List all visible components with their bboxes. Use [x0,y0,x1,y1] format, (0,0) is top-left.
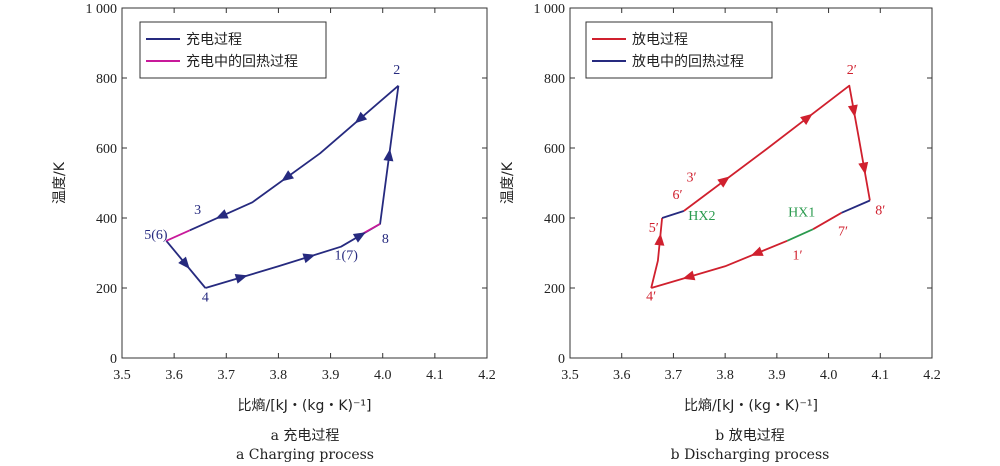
state-point-label: 1(7) [335,248,359,263]
legend-box [585,21,773,79]
x-tick-label: 4.1 [872,368,890,383]
state-point-label: 4′ [646,289,656,304]
direction-arrow [654,233,665,246]
series-line [189,85,399,232]
y-tick-label: 400 [96,212,117,227]
plot-frame [569,7,933,359]
x-axis-label: 比熵/[kJ・(kg・K)⁻¹] [684,398,818,414]
x-tick-label: 3.7 [218,368,236,383]
direction-arrow [352,232,366,243]
legend-label: 充电过程 [186,32,242,48]
x-tick-label: 3.6 [613,368,631,383]
caption-a-en: a Charging process [236,447,374,463]
x-axis-label: 比熵/[kJ・(kg・K)⁻¹] [238,398,372,414]
caption-a-cn: a 充电过程 [271,428,340,444]
x-tick-label: 4.2 [478,368,496,383]
series-line [205,85,400,289]
series-line [650,239,788,289]
y-tick-label: 1 000 [534,2,566,17]
legend-label: 放电中的回热过程 [632,54,744,70]
direction-arrow [302,253,316,264]
direction-arrow [215,209,229,219]
direction-arrow [750,246,764,256]
x-tick-label: 3.7 [665,368,683,383]
state-point-label: HX2 [688,209,715,224]
direction-arrow [234,274,248,284]
legend-box [139,21,327,79]
x-tick-label: 3.5 [113,368,131,383]
y-axis-label: 温度/K [500,161,516,204]
y-tick-label: 200 [544,282,565,297]
series-line [841,199,871,214]
series-line [683,84,871,212]
series-line [786,228,814,242]
x-tick-label: 4.0 [374,368,392,383]
y-tick-label: 400 [544,212,565,227]
x-tick-label: 4.2 [923,368,941,383]
chart-discharging: 3.5 3.6 3.7 3.8 3.9 4.0 4.1 4.2 0 200 400 600 800 1 0… [500,2,941,414]
caption-b-cn: b 放电过程 [715,428,784,444]
direction-arrow [178,256,190,270]
series-line [165,229,191,242]
state-point-label: 6′ [673,188,683,203]
series-line [661,210,685,219]
state-point-label: 3 [194,203,201,218]
x-tick-label: 4.1 [426,368,444,383]
legend-label: 充电中的回热过程 [186,54,298,70]
x-tick-label: 4.0 [820,368,838,383]
direction-arrow [847,104,858,118]
x-tick-label: 3.9 [322,368,340,383]
direction-arrow [717,176,730,188]
state-point-label: 2 [393,63,400,78]
y-axis-label: 温度/K [52,161,68,204]
x-tick-label: 3.8 [270,368,288,383]
direction-arrow [800,113,813,126]
series-line [812,212,842,230]
y-tick-label: 0 [110,352,117,367]
legend-label: 放电过程 [632,32,688,48]
state-point-label: 3′ [686,170,696,185]
series-line [650,217,663,289]
y-tick-label: 800 [96,72,117,87]
state-point-label: 5′ [649,221,659,236]
state-point-label: 1′ [793,248,803,263]
state-point-label: 8′ [875,204,885,219]
y-tick-label: 800 [544,72,565,87]
state-point-label: 8 [382,232,389,247]
plot-frame [121,7,488,359]
direction-arrow [354,111,368,124]
y-tick-label: 600 [544,142,565,157]
state-point-label: 2′ [847,63,857,78]
direction-arrow [383,148,394,162]
state-point-label: 7′ [838,225,848,240]
direction-arrow [281,170,294,182]
x-tick-label: 3.6 [165,368,183,383]
state-point-label: 4 [202,290,209,305]
caption-b-en: b Discharging process [671,447,830,463]
x-tick-label: 3.9 [768,368,786,383]
x-tick-label: 3.5 [561,368,579,383]
y-tick-label: 600 [96,142,117,157]
y-tick-label: 1 000 [86,2,118,17]
state-point-label: 5(6) [144,228,168,243]
direction-arrow [858,161,869,175]
y-tick-label: 0 [558,352,565,367]
y-tick-label: 200 [96,282,117,297]
direction-arrow [682,270,696,281]
x-tick-label: 3.8 [716,368,734,383]
state-point-label: HX1 [788,205,815,220]
chart-charging: 3.5 3.6 3.7 3.8 3.9 4.0 4.1 4.2 0 200 400 600 800 1 0… [52,2,496,414]
